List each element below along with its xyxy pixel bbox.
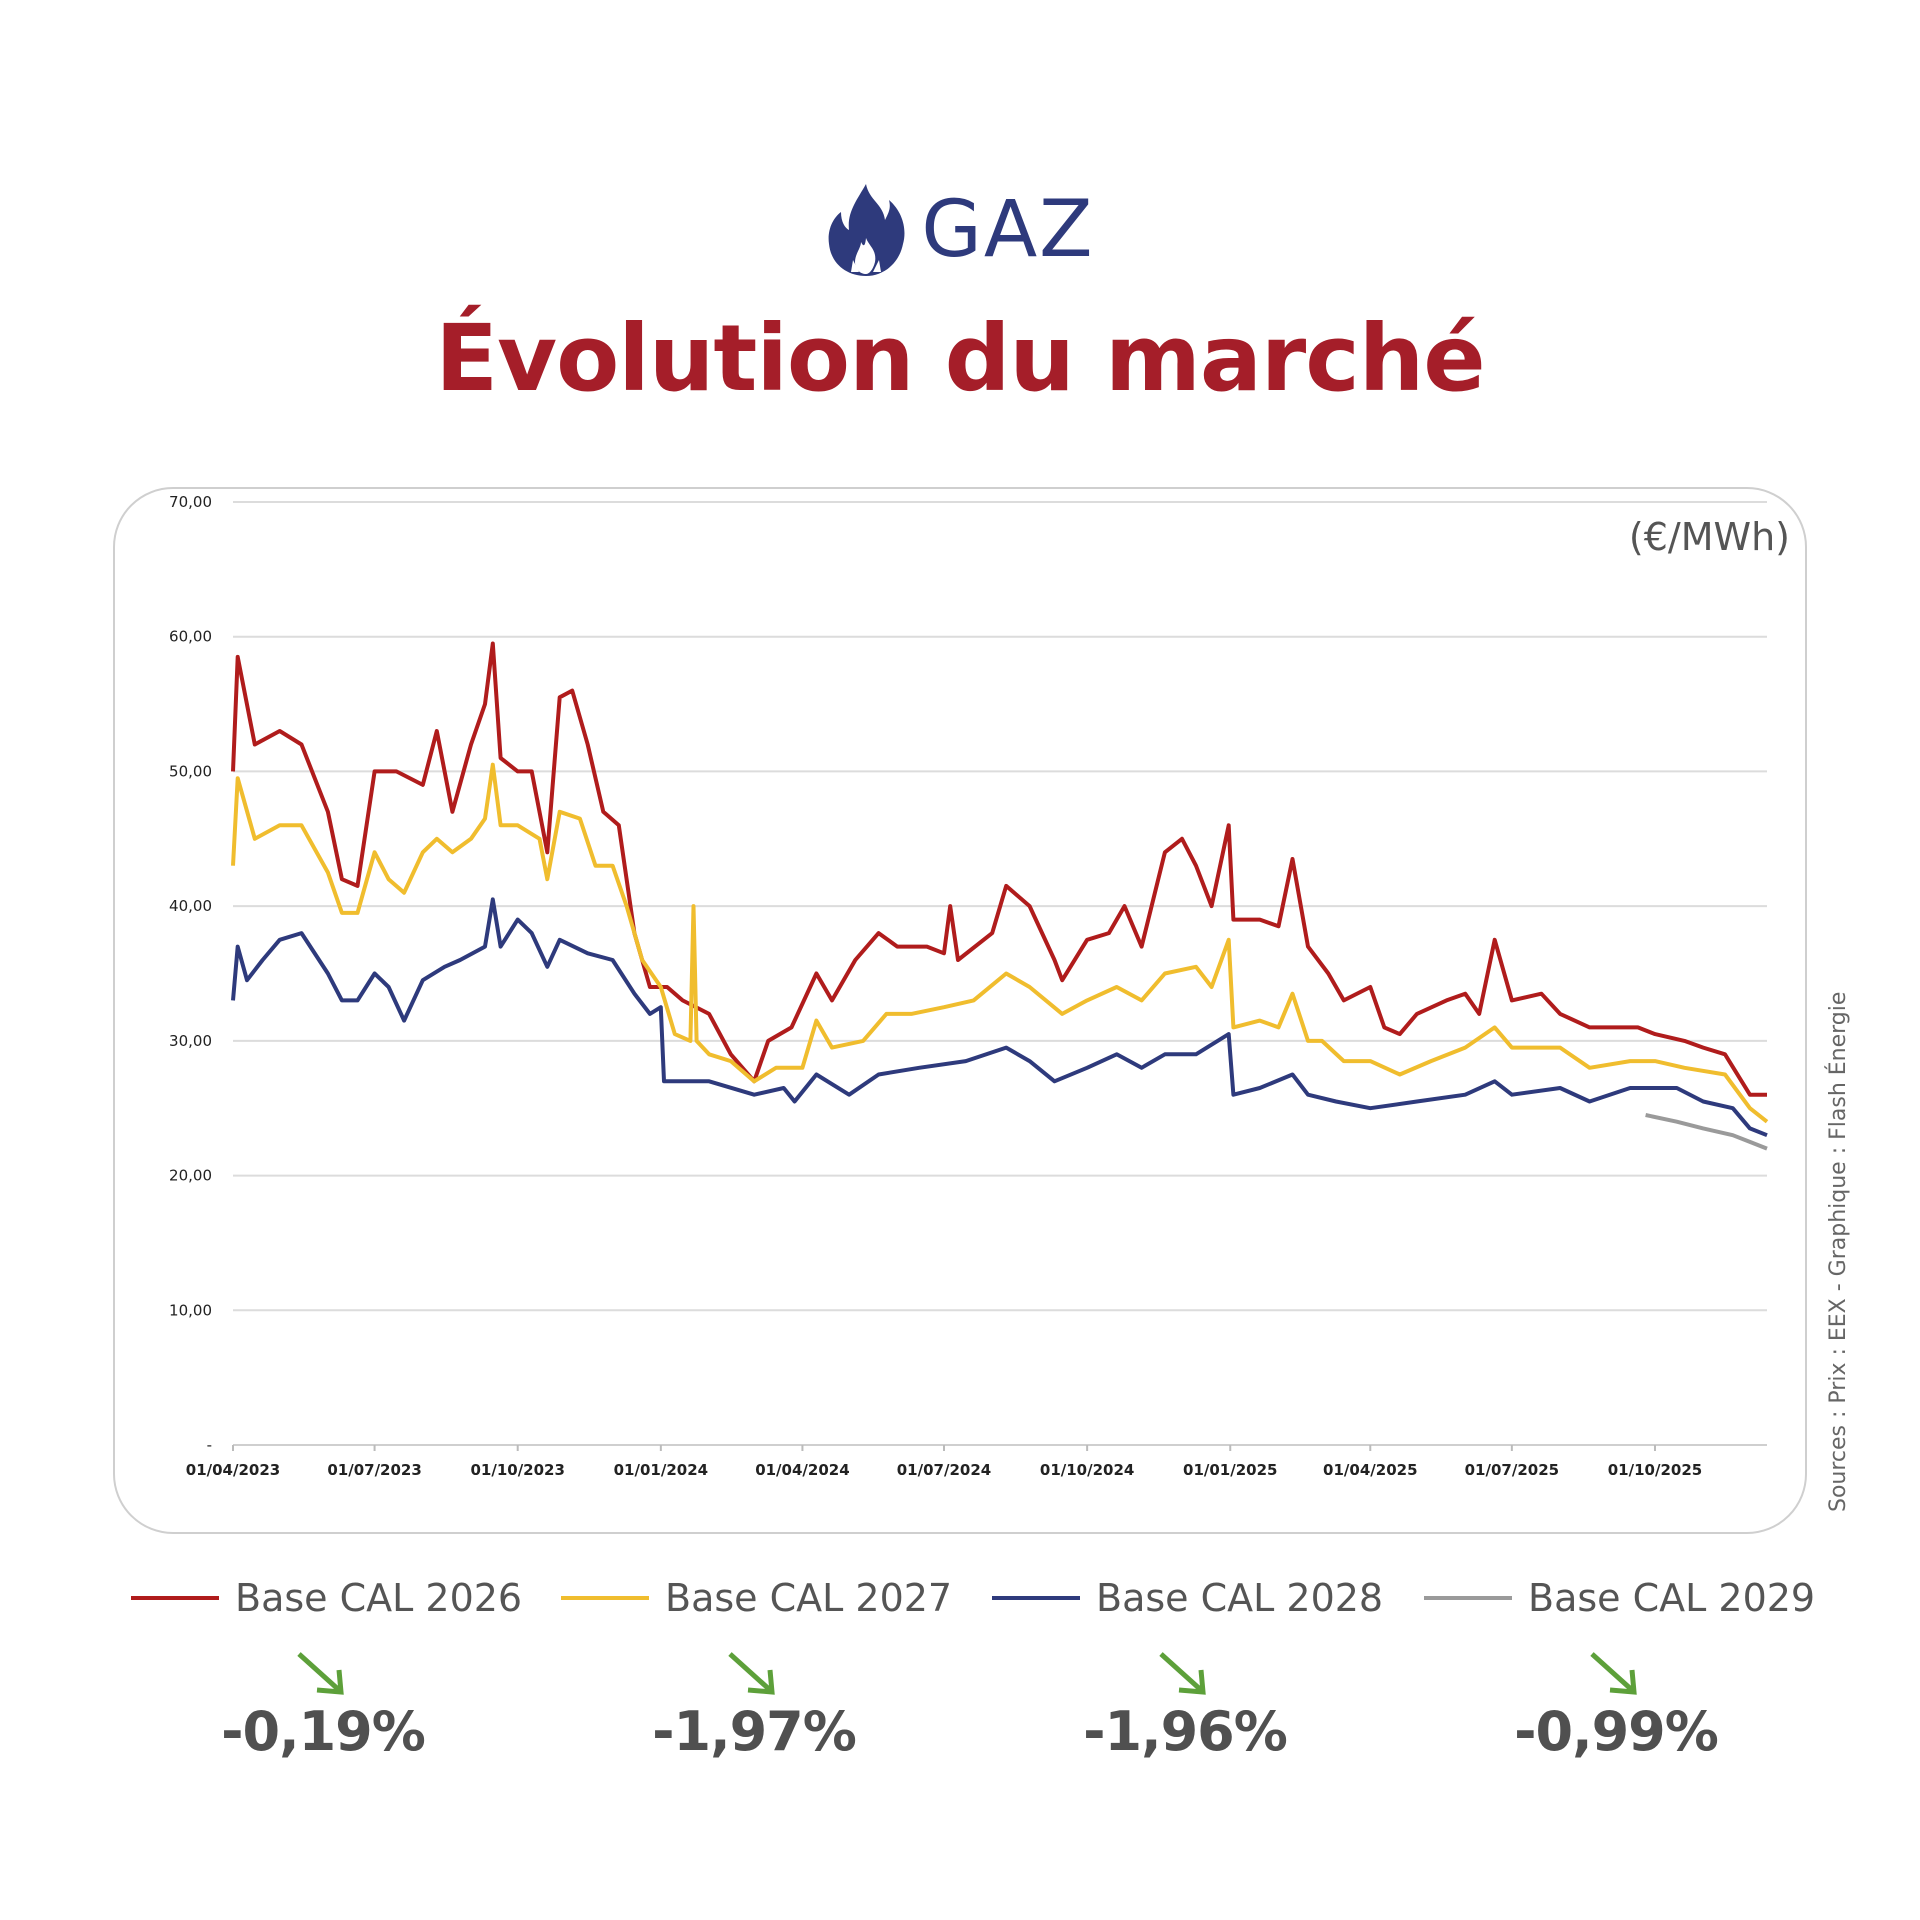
x-tick-label: 01/04/2023 (186, 1461, 280, 1479)
change-cal-2029: -0,99% (1466, 1650, 1766, 1763)
arrow-down-right-icon (297, 1652, 344, 1695)
chart-frame (113, 487, 1807, 1534)
y-tick-label: 50,00 (169, 762, 212, 780)
y-tick-label: 20,00 (169, 1167, 212, 1185)
y-tick-label: 40,00 (169, 897, 212, 915)
y-tick-label: 10,00 (169, 1301, 212, 1319)
change-value: -1,96% (1083, 1700, 1288, 1763)
line-chart: - 10,00 20,00 30,00 40,00 50,00 60,00 70,00 01/0… (169, 493, 1769, 1479)
legend-label: Base CAL 2027 (665, 1576, 953, 1620)
legend-item-cal-2029: Base CAL 2029 (1424, 1576, 1815, 1620)
legend-item-cal-2028: Base CAL 2028 (992, 1576, 1383, 1620)
legend-swatch (1424, 1596, 1512, 1600)
x-tick-label: 01/04/2024 (755, 1461, 849, 1479)
arrow-down-right-icon (1590, 1652, 1637, 1695)
y-tick-label: 60,00 (169, 628, 212, 646)
legend-label: Base CAL 2026 (235, 1576, 523, 1620)
legend-label: Base CAL 2029 (1528, 1576, 1816, 1620)
series-line-base-cal-2029 (1645, 1113, 1768, 1151)
change-cal-2026: -0,19% (173, 1650, 473, 1763)
section-label: GAZ (921, 185, 1095, 275)
x-tick-label: 01/10/2023 (470, 1461, 564, 1479)
legend-item-cal-2026: Base CAL 2026 (131, 1576, 522, 1620)
arrow-down-right-icon (728, 1652, 775, 1695)
legend-label: Base CAL 2028 (1096, 1576, 1384, 1620)
arrow-down-right-icon (1159, 1652, 1206, 1695)
x-tick-label: 01/04/2025 (1323, 1461, 1417, 1479)
header: GAZ (0, 175, 1920, 285)
x-tick-label: 01/01/2025 (1183, 1461, 1277, 1479)
change-value: -1,97% (652, 1700, 857, 1763)
series-line-base-cal-2026 (231, 641, 1767, 1097)
series-line-base-cal-2028 (231, 897, 1768, 1138)
x-tick-label: 01/10/2024 (1040, 1461, 1134, 1479)
change-value: -0,19% (221, 1700, 426, 1763)
y-tick-label: 30,00 (169, 1032, 212, 1050)
x-tick-label: 01/01/2024 (614, 1461, 708, 1479)
legend-swatch (561, 1596, 649, 1600)
x-tick-label: 01/07/2025 (1465, 1461, 1559, 1479)
x-tick-label: 01/07/2023 (327, 1461, 421, 1479)
unit-label: (€/MWh) (1628, 515, 1790, 559)
legend-swatch (992, 1596, 1080, 1600)
series-line-base-cal-2027 (231, 762, 1769, 1124)
y-tick-label: - (207, 1436, 212, 1454)
change-cal-2028: -1,96% (1035, 1650, 1335, 1763)
change-cal-2027: -1,97% (604, 1650, 904, 1763)
y-tick-label: 70,00 (169, 493, 212, 511)
legend-item-cal-2027: Base CAL 2027 (561, 1576, 952, 1620)
page-title: Évolution du marché (435, 305, 1485, 412)
legend-swatch (131, 1596, 219, 1600)
flame-icon (828, 184, 905, 276)
x-tick-label: 01/07/2024 (897, 1461, 991, 1479)
x-tick-label: 01/10/2025 (1608, 1461, 1702, 1479)
source-label: Sources : Prix : EEX - Graphique : Flash… (1826, 991, 1851, 1512)
change-value: -0,99% (1514, 1700, 1719, 1763)
